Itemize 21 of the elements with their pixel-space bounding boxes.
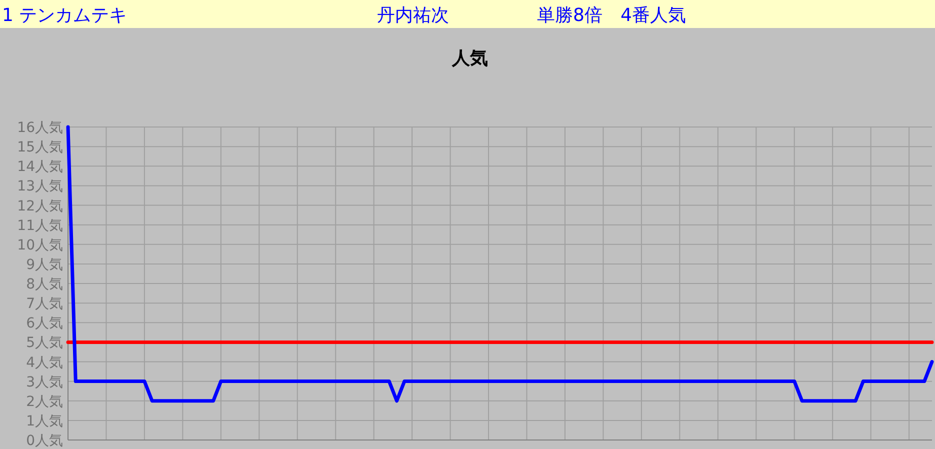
chart-title: 人気: [451, 48, 488, 69]
y-tick-label: 16人気: [17, 120, 63, 136]
y-tick-label: 3人気: [26, 374, 63, 390]
y-tick-label: 1人気: [26, 413, 63, 430]
y-tick-label: 13人気: [17, 178, 63, 195]
y-tick-label: 5人気: [26, 335, 63, 352]
y-tick-label: 2人気: [26, 394, 63, 410]
y-tick-label: 8人気: [26, 276, 63, 292]
annotation: 単勝8倍 4番人気: [537, 5, 686, 26]
y-tick-label: 6人気: [26, 316, 63, 332]
y-tick-label: 15人気: [17, 140, 63, 156]
y-tick-label: 9人気: [26, 256, 63, 273]
y-tick-label: 11人気: [17, 218, 63, 234]
annotation: 丹内祐次: [377, 5, 449, 26]
y-tick-label: 10人気: [17, 237, 63, 254]
y-tick-label: 12人気: [17, 198, 63, 214]
y-tick-label: 4人気: [26, 354, 63, 371]
annotation: 1 テンカムテキ: [2, 5, 128, 26]
y-tick-label: 14人気: [17, 159, 63, 176]
y-tick-label: 0人気: [26, 433, 63, 449]
y-tick-label: 7人気: [26, 296, 63, 312]
